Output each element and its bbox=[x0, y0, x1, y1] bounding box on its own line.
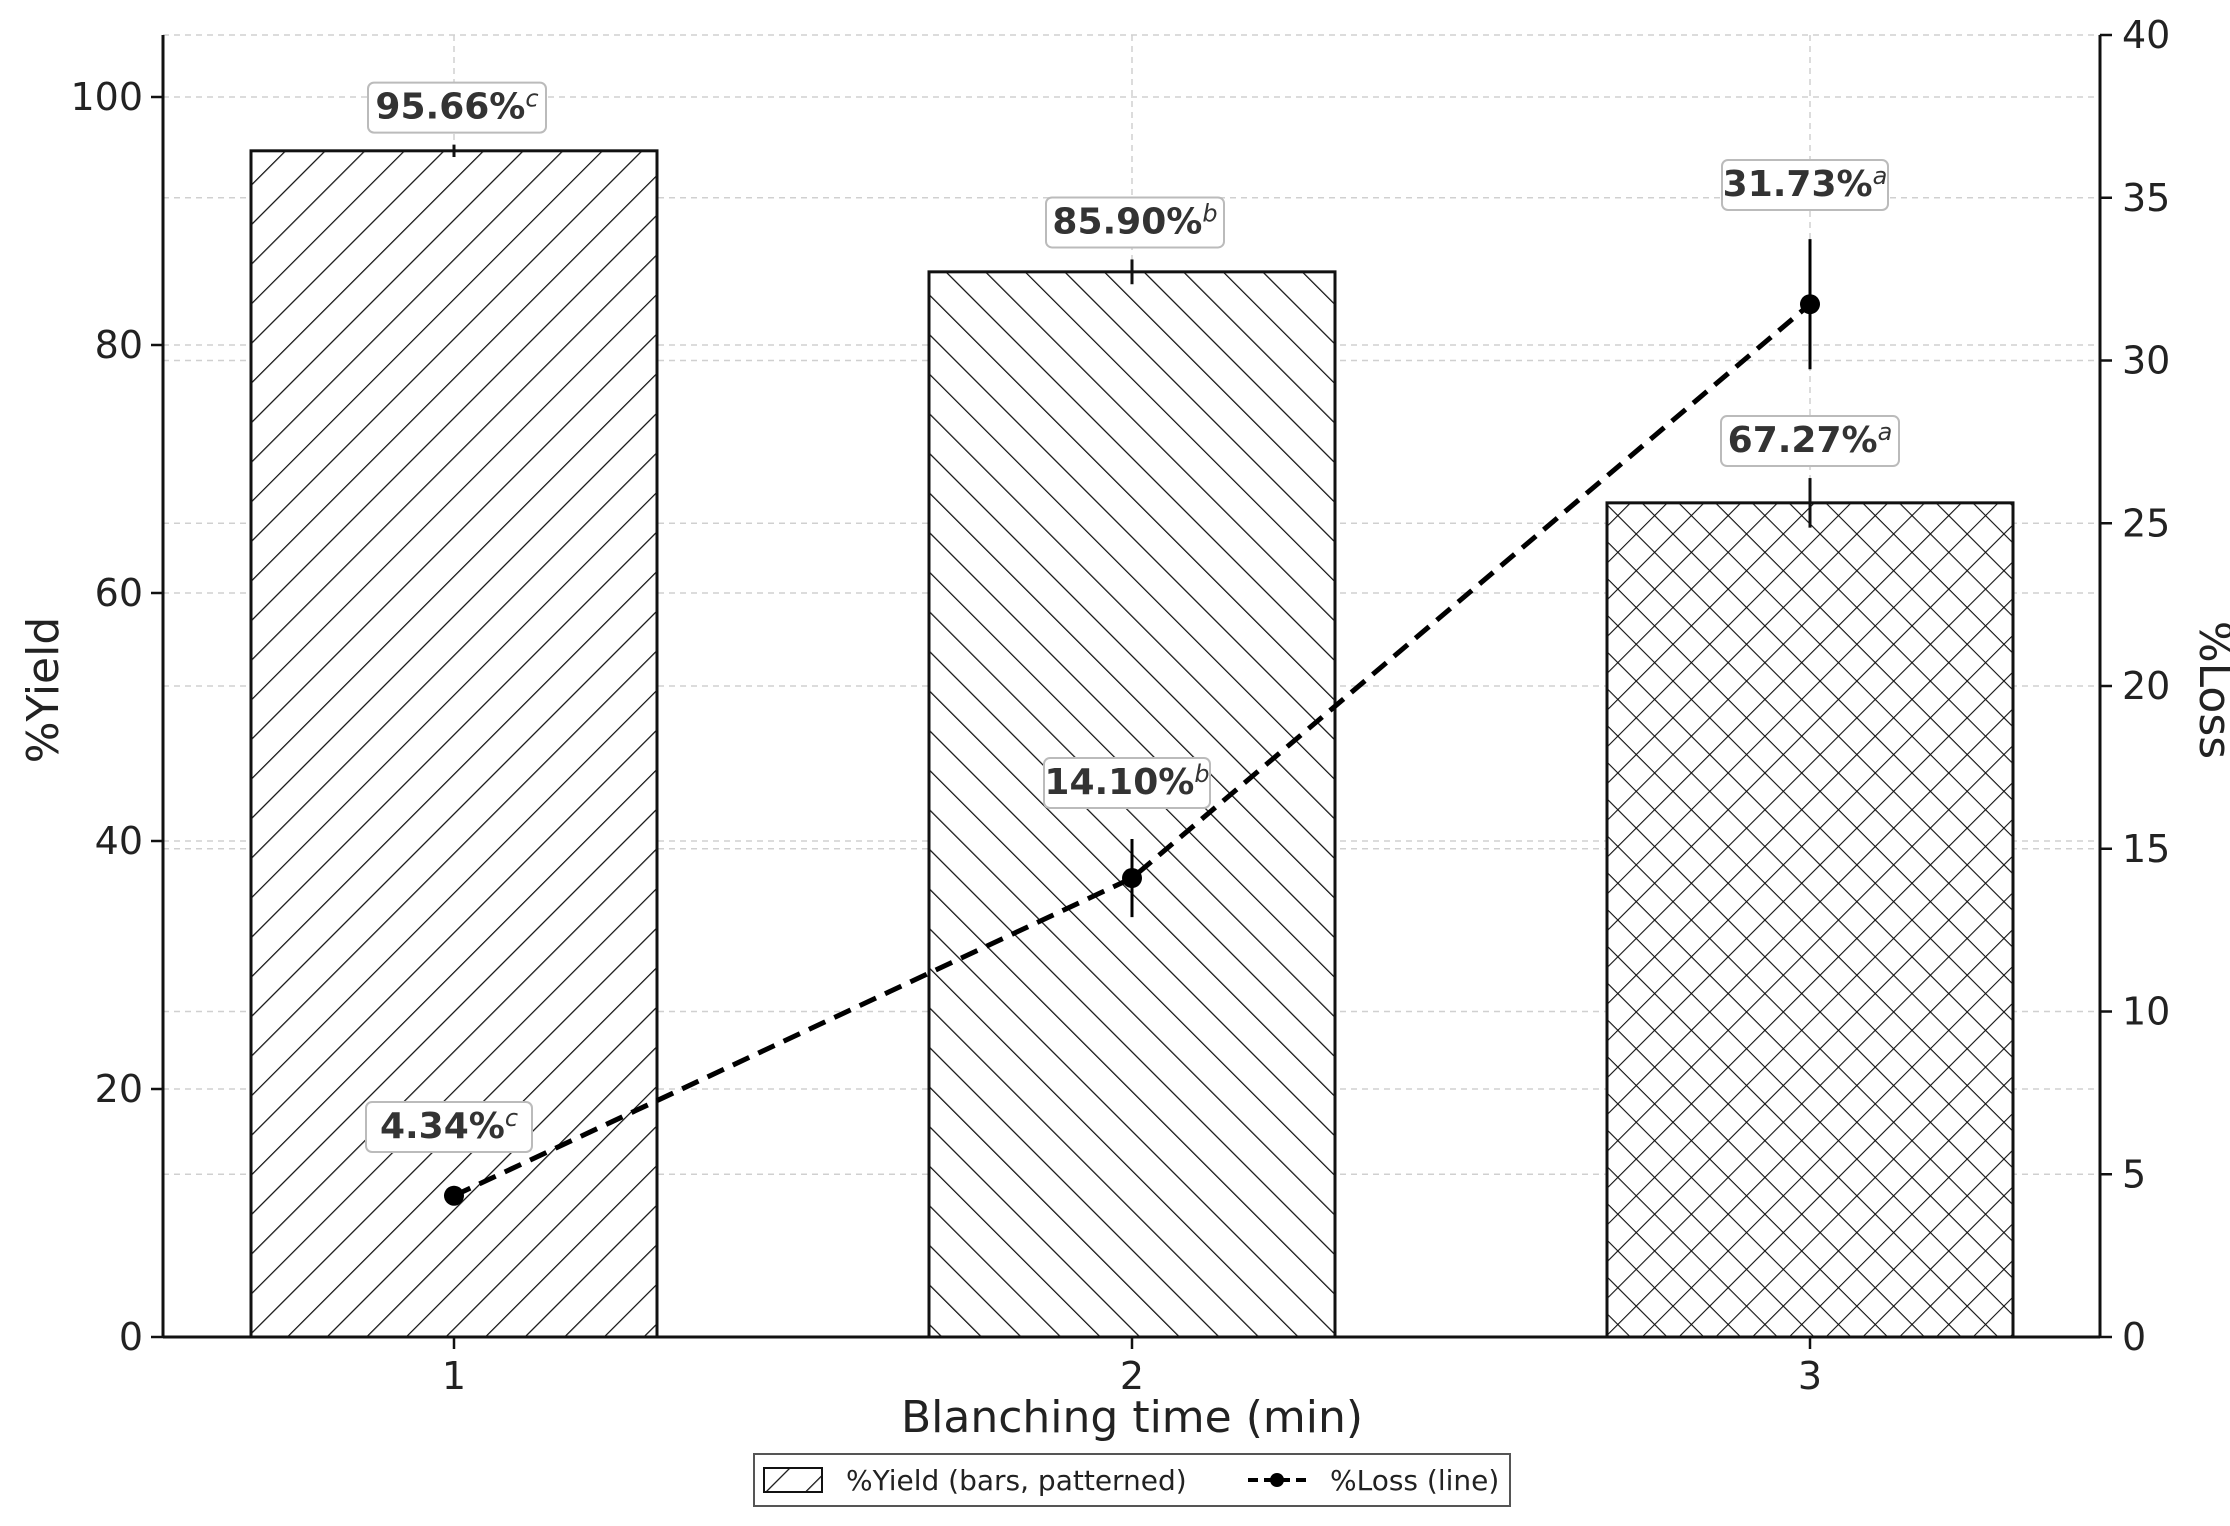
y2-tick-label: 40 bbox=[2122, 13, 2170, 57]
bars bbox=[249, 144, 2015, 1339]
legend-bar-swatch bbox=[763, 1467, 823, 1493]
data-label-sup: a bbox=[1878, 418, 1893, 446]
loss-value-label: 31.73%a bbox=[1721, 159, 1889, 211]
data-label-text: 4.34%c bbox=[380, 1104, 518, 1147]
data-label-sup: c bbox=[505, 1104, 518, 1132]
y2-tick-label: 20 bbox=[2122, 664, 2170, 708]
y2-tick-label: 0 bbox=[2122, 1315, 2146, 1359]
data-label-sup: b bbox=[1202, 199, 1217, 227]
x-tick-label: 3 bbox=[1798, 1354, 1822, 1398]
y2-tick-label: 10 bbox=[2122, 990, 2170, 1034]
data-label-box bbox=[1043, 757, 1211, 809]
data-label-text: 31.73%a bbox=[1723, 162, 1888, 205]
loss-point bbox=[1122, 868, 1142, 889]
data-label-box bbox=[1721, 159, 1889, 211]
bar-value-label: 95.66%c bbox=[367, 81, 547, 134]
axes: 0 20 40 60 80 100 0 5 10 15 20 25 30 35 40 1 2 3 bbox=[70, 13, 2170, 1398]
bar-value-label: 67.27%a bbox=[1720, 415, 1900, 468]
y-tick-label: 80 bbox=[95, 323, 143, 367]
y-tick-label: 100 bbox=[70, 75, 143, 119]
data-label-text: 14.10%b bbox=[1044, 760, 1209, 803]
legend-line-label: %Loss (line) bbox=[1330, 1464, 1499, 1497]
x-tick-label: 1 bbox=[442, 1354, 466, 1398]
data-label-sup: c bbox=[525, 85, 538, 113]
y-axis-title: %Yield bbox=[18, 617, 69, 764]
y2-tick-label: 35 bbox=[2122, 176, 2170, 220]
legend: %Yield (bars, patterned) %Loss (line) bbox=[753, 1453, 1511, 1507]
y2-tick-label: 30 bbox=[2122, 339, 2170, 383]
y2-axis-title: %Loss bbox=[2189, 621, 2230, 759]
data-label-text: 67.27%a bbox=[1728, 418, 1893, 461]
legend-bar-label: %Yield (bars, patterned) bbox=[846, 1464, 1187, 1497]
data-label-text: 95.66%c bbox=[375, 85, 538, 128]
x-tick-label: 2 bbox=[1120, 1354, 1144, 1398]
loss-point bbox=[444, 1185, 464, 1206]
loss-value-label: 14.10%b bbox=[1043, 757, 1211, 809]
data-label-box bbox=[367, 81, 547, 134]
bar bbox=[1605, 501, 2015, 1339]
loss-line bbox=[444, 239, 1820, 1206]
y-tick-label: 20 bbox=[95, 1067, 143, 1111]
y-tick-label: 60 bbox=[95, 571, 143, 615]
data-label-sup: b bbox=[1194, 760, 1209, 788]
data-label-box bbox=[365, 1101, 533, 1153]
data-label-sup: a bbox=[1873, 162, 1888, 190]
y2-tick-label: 15 bbox=[2122, 827, 2170, 871]
bar bbox=[249, 149, 659, 1339]
data-label-box bbox=[1045, 196, 1225, 249]
loss-point bbox=[1800, 294, 1820, 315]
legend-line-marker bbox=[1270, 1473, 1284, 1487]
data-label-box bbox=[1720, 415, 1900, 468]
y-tick-label: 40 bbox=[95, 819, 143, 863]
data-label-text: 85.90%b bbox=[1052, 199, 1217, 242]
bar-value-label: 85.90%b bbox=[1045, 196, 1225, 249]
x-axis-title: Blanching time (min) bbox=[901, 1392, 1363, 1443]
loss-value-label: 4.34%c bbox=[365, 1101, 533, 1153]
y-tick-label: 0 bbox=[119, 1315, 143, 1359]
y2-tick-label: 5 bbox=[2122, 1152, 2146, 1196]
legend-box bbox=[753, 1453, 1511, 1507]
data-labels: 95.66%c 85.90%b 67.27%a 4.34%c 14.10%b 31.73%… bbox=[365, 81, 1900, 1153]
y2-tick-label: 25 bbox=[2122, 501, 2170, 545]
